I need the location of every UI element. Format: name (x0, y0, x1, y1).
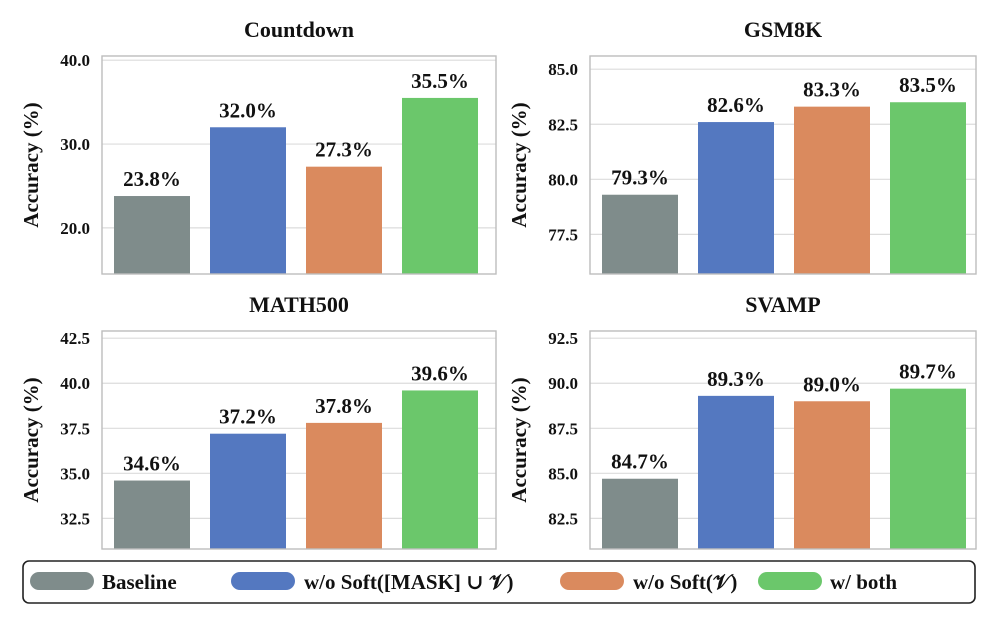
legend-label: w/o Soft(𝒱) (633, 570, 737, 594)
bar-w-both (402, 97, 478, 274)
data-label: 32.0% (219, 98, 277, 122)
y-tick-label: 20.0 (60, 219, 90, 238)
data-label: 89.3% (707, 367, 765, 391)
y-tick-label: 90.0 (548, 374, 578, 393)
data-label: 89.7% (899, 360, 957, 384)
data-label: 89.0% (803, 372, 861, 396)
data-label: 35.5% (411, 69, 469, 93)
bar-baseline (602, 194, 678, 274)
y-axis-label: Accuracy (%) (507, 377, 531, 502)
data-label: 82.6% (707, 93, 765, 117)
y-tick-label: 77.5 (548, 225, 578, 244)
y-axis-label: Accuracy (%) (19, 102, 43, 227)
data-label: 79.3% (611, 166, 669, 190)
bar-w-both (890, 388, 966, 549)
plot-frame (101, 55, 497, 275)
panel-countdown: 20.0 30.0 40.0 23.8% 32.0% 27.3% 35.5% Countdow… (19, 17, 497, 275)
y-tick-label: 37.5 (60, 419, 90, 438)
y-tick-label: 40.0 (60, 374, 90, 393)
data-label: 37.8% (315, 394, 373, 418)
bar-w-o-soft (306, 422, 382, 549)
data-label: 83.3% (803, 78, 861, 102)
data-label: 37.2% (219, 405, 277, 429)
bar-w-both (402, 390, 478, 549)
bar-wo-soft-mask-v (698, 122, 774, 274)
legend-box (22, 560, 976, 604)
data-label: 27.3% (315, 138, 373, 162)
y-tick-label: 35.0 (60, 464, 90, 483)
legend-swatch (758, 572, 822, 590)
chart-title: Countdown (244, 17, 354, 42)
data-label: 23.8% (123, 167, 181, 191)
bar-w-o-soft (794, 401, 870, 549)
chart-title: MATH500 (249, 292, 349, 317)
bar-wo-soft-mask-v (210, 433, 286, 549)
plot-frame (589, 55, 977, 275)
panel-math500: 32.5 35.0 37.5 40.0 42.5 34.6% 37.2% 37.8% 39.6%… (19, 292, 497, 550)
y-tick-label: 82.5 (548, 509, 578, 528)
y-tick-label: 85.0 (548, 464, 578, 483)
legend-label: w/ both (830, 570, 897, 594)
plot-frame (101, 330, 497, 550)
panel-gsm8k: 77.5 80.0 82.5 85.0 79.3% 82.6% 83.3% 83.5% GSM8… (507, 17, 977, 275)
bar-baseline (114, 196, 190, 274)
chart-title: SVAMP (745, 292, 820, 317)
y-tick-label: 30.0 (60, 135, 90, 154)
legend-swatch (560, 572, 624, 590)
data-label: 39.6% (411, 361, 469, 385)
y-axis-label: Accuracy (%) (507, 102, 531, 227)
legend: Baseline w/o Soft([MASK] ∪ 𝒱) w/o Soft(𝒱) w… (22, 560, 976, 604)
y-tick-label: 40.0 (60, 51, 90, 70)
panel-svamp: 82.5 85.0 87.5 90.0 92.5 84.7% 89.3% 89.0% 89.7%… (507, 292, 977, 550)
y-axis-label: Accuracy (%) (19, 377, 43, 502)
y-tick-label: 82.5 (548, 115, 578, 134)
y-tick-label: 42.5 (60, 329, 90, 348)
y-tick-label: 32.5 (60, 509, 90, 528)
data-label: 34.6% (123, 452, 181, 476)
legend-label: Baseline (102, 570, 177, 594)
legend-swatch (231, 572, 295, 590)
bar-w-both (890, 102, 966, 274)
bar-wo-soft-mask-v (210, 127, 286, 275)
data-label: 84.7% (611, 450, 669, 474)
bar-wo-soft-mask-v (698, 395, 774, 549)
y-tick-label: 92.5 (548, 329, 578, 348)
data-label: 83.5% (899, 73, 957, 97)
bar-baseline (602, 478, 678, 549)
legend-swatch (30, 572, 94, 590)
y-tick-label: 87.5 (548, 419, 578, 438)
legend-label: w/o Soft([MASK] ∪ 𝒱) (304, 570, 513, 594)
y-tick-label: 80.0 (548, 170, 578, 189)
plot-frame (589, 330, 977, 550)
chart-title: GSM8K (744, 17, 822, 42)
bar-w-o-soft (306, 166, 382, 274)
bar-w-o-soft (794, 106, 870, 275)
y-tick-label: 85.0 (548, 60, 578, 79)
bar-baseline (114, 480, 190, 549)
